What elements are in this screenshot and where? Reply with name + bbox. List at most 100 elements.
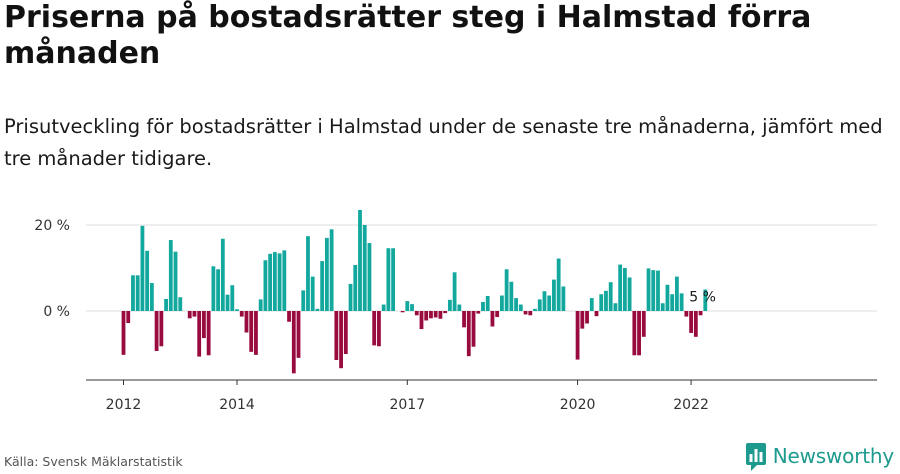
bar-2021-07 (660, 303, 665, 311)
bar-2021-12 (684, 311, 689, 317)
x-tick-label: 2017 (389, 397, 425, 413)
bar-2021-11 (679, 293, 684, 311)
latest-value-annotation: 5 % (689, 289, 716, 305)
bar-2014-11 (282, 250, 287, 311)
bar-2013-09 (216, 269, 220, 311)
grid-lines (86, 224, 877, 312)
bar-2012-08 (154, 311, 159, 351)
bar-2015-03 (301, 290, 306, 311)
bar-2020-06 (599, 294, 604, 311)
bar-2019-07 (547, 295, 552, 311)
bar-2015-02 (296, 311, 301, 358)
bar-2021-02 (637, 311, 641, 356)
bar-2016-08 (381, 304, 386, 311)
bar-2016-01 (348, 283, 353, 311)
bar-2017-08 (438, 311, 443, 319)
bar-2018-01 (462, 311, 466, 328)
bar-2019-04 (533, 308, 537, 311)
bar-2021-06 (656, 270, 660, 311)
bar-2017-09 (443, 311, 448, 314)
bars (121, 209, 708, 374)
bar-2021-03 (641, 311, 646, 337)
bar-2014-12 (287, 311, 291, 322)
bar-2013-06 (202, 311, 206, 339)
bar-2015-07 (320, 261, 325, 311)
bar-2016-02 (353, 264, 358, 311)
bar-2020-12 (627, 277, 632, 311)
bar-2018-09 (500, 295, 504, 311)
bar-2014-07 (263, 260, 268, 311)
bar-2015-09 (329, 229, 334, 311)
bar-2013-04 (192, 311, 197, 317)
bar-2017-01 (405, 301, 410, 311)
bar-2012-10 (164, 298, 168, 311)
bar-2018-02 (466, 311, 471, 357)
bar-2014-05 (254, 311, 258, 355)
bar-2013-08 (211, 266, 216, 311)
bar-2012-09 (159, 311, 164, 347)
bar-2015-04 (306, 236, 310, 311)
bar-2015-12 (343, 311, 348, 354)
bar-2018-05 (481, 301, 485, 311)
bar-2016-03 (358, 209, 362, 311)
bar-2012-03 (131, 275, 135, 311)
x-tick-label: 2014 (219, 397, 255, 413)
bar-2021-04 (646, 268, 651, 311)
bar-2013-11 (225, 294, 230, 311)
bar-2015-05 (310, 276, 315, 311)
bar-2020-04 (589, 298, 594, 311)
bar-2021-10 (675, 276, 679, 311)
bar-2013-05 (197, 311, 202, 357)
bar-2017-02 (410, 304, 414, 311)
bar-2013-12 (230, 285, 235, 311)
bar-2021-08 (665, 284, 670, 311)
bar-2020-08 (608, 282, 613, 311)
brand-name: Newsworthy (772, 444, 894, 468)
brand-logo: Newsworthy (745, 440, 894, 472)
newsworthy-logo-icon (745, 443, 766, 471)
bar-2019-09 (556, 258, 561, 311)
y-axis-labels: 0 % 20 % (34, 218, 70, 320)
bar-2014-08 (268, 253, 273, 311)
bar-2012-01 (121, 311, 126, 355)
bar-2017-04 (419, 311, 424, 330)
bar-2016-09 (386, 248, 391, 311)
bar-2022-03 (698, 311, 703, 316)
bar-2017-11 (452, 272, 457, 311)
x-tick-label: 2020 (560, 397, 596, 413)
bar-2020-10 (618, 264, 623, 311)
bar-2015-06 (315, 308, 320, 311)
bar-2018-04 (476, 311, 481, 314)
bar-2016-05 (367, 243, 372, 311)
bar-2013-07 (206, 311, 211, 356)
bar-2019-06 (542, 291, 547, 311)
bar-undefined (703, 289, 708, 311)
bar-2015-10 (334, 311, 339, 361)
bar-2020-07 (604, 290, 608, 311)
x-tick-label: 2022 (673, 397, 709, 413)
bar-2020-03 (585, 311, 589, 324)
bar-2015-01 (291, 311, 296, 374)
bar-2012-11 (168, 240, 173, 311)
bar-2017-10 (447, 299, 452, 311)
bar-2014-01 (235, 309, 239, 311)
y-tick-label: 0 % (43, 304, 70, 320)
bar-2018-11 (509, 281, 514, 311)
bar-2016-12 (400, 311, 405, 313)
bar-2021-01 (632, 311, 637, 356)
chart-subtitle: Prisutveckling för bostadsrätter i Halms… (4, 115, 883, 170)
bar-2012-02 (126, 311, 131, 324)
bar-2017-07 (433, 311, 438, 318)
bar-2013-10 (220, 238, 225, 311)
bar-2018-06 (485, 295, 490, 311)
bar-2020-02 (580, 311, 585, 329)
bar-2021-09 (670, 294, 675, 311)
bar-2020-05 (594, 311, 599, 317)
bar-2014-10 (277, 253, 282, 311)
bar-2012-06 (145, 250, 150, 311)
x-axis-ticks: 2012 2014 2017 2020 2022 (106, 380, 709, 413)
bar-2018-12 (514, 298, 518, 311)
bar-2018-03 (471, 311, 476, 347)
bar-chart: 0 % 20 % 2012 2014 2017 2020 2022 5 % (34, 209, 877, 413)
bar-2017-03 (414, 311, 419, 316)
